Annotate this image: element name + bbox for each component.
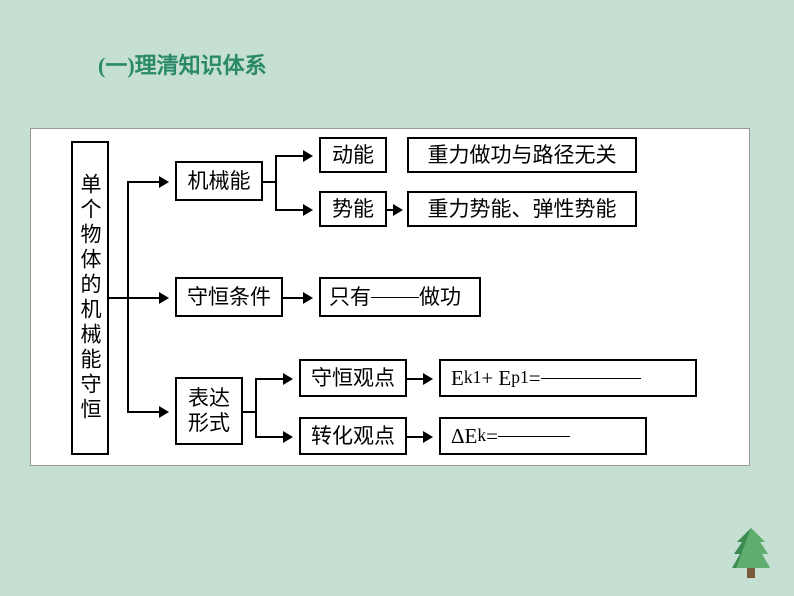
arrow [275, 209, 311, 211]
flowchart-panel: 单个物体的机械能守恒 机械能 动能 重力做功与路径无关 势能 重力势能、弹性势能… [30, 128, 750, 466]
arrow [127, 411, 167, 413]
connector-v [255, 378, 257, 436]
forms-line2: 形式 [188, 411, 230, 436]
arrow [127, 181, 167, 183]
transformation-formula-box: ΔEk = [439, 417, 647, 455]
connector-v [275, 155, 277, 209]
formula-part: E [451, 365, 464, 391]
formula-sub: p1 [511, 367, 529, 389]
arrow [407, 378, 431, 380]
forms-line1: 表达 [188, 386, 230, 411]
formula-part: = [486, 423, 498, 449]
forms-box: 表达 形式 [175, 377, 243, 445]
arrow [255, 378, 291, 380]
potential-right-box: 重力势能、弹性势能 [407, 191, 637, 227]
root-box: 单个物体的机械能守恒 [71, 141, 109, 455]
formula-part: = [529, 365, 541, 391]
condition-box: 守恒条件 [175, 277, 283, 317]
connector-v [127, 181, 129, 411]
connector [109, 297, 129, 299]
potential-box: 势能 [319, 191, 387, 227]
blank-fill [371, 297, 419, 298]
conservation-formula-box: Ek1 + Ep1 = [439, 359, 697, 397]
formula-part: ΔE [451, 423, 477, 449]
arrow [275, 155, 311, 157]
conservation-view-box: 守恒观点 [299, 359, 407, 397]
transformation-view-box: 转化观点 [299, 417, 407, 455]
arrow [255, 436, 291, 438]
blank-fill [498, 436, 570, 437]
kinetic-box: 动能 [319, 137, 387, 173]
kinetic-right-box: 重力做功与路径无关 [407, 137, 637, 173]
formula-part: + E [481, 365, 511, 391]
tree-icon [728, 524, 774, 580]
arrow [387, 209, 401, 211]
condition-right-box: 只有 做功 [319, 277, 481, 317]
formula-sub: k [477, 425, 486, 447]
condition-pre-text: 只有 [329, 284, 371, 310]
arrow [127, 297, 167, 299]
blank-fill [541, 378, 641, 379]
section-title: (一)理清知识体系 [98, 48, 267, 80]
condition-post-text: 做功 [419, 284, 461, 310]
arrow [407, 436, 431, 438]
formula-sub: k1 [464, 367, 482, 389]
mech-energy-box: 机械能 [175, 161, 263, 201]
arrow [283, 297, 311, 299]
